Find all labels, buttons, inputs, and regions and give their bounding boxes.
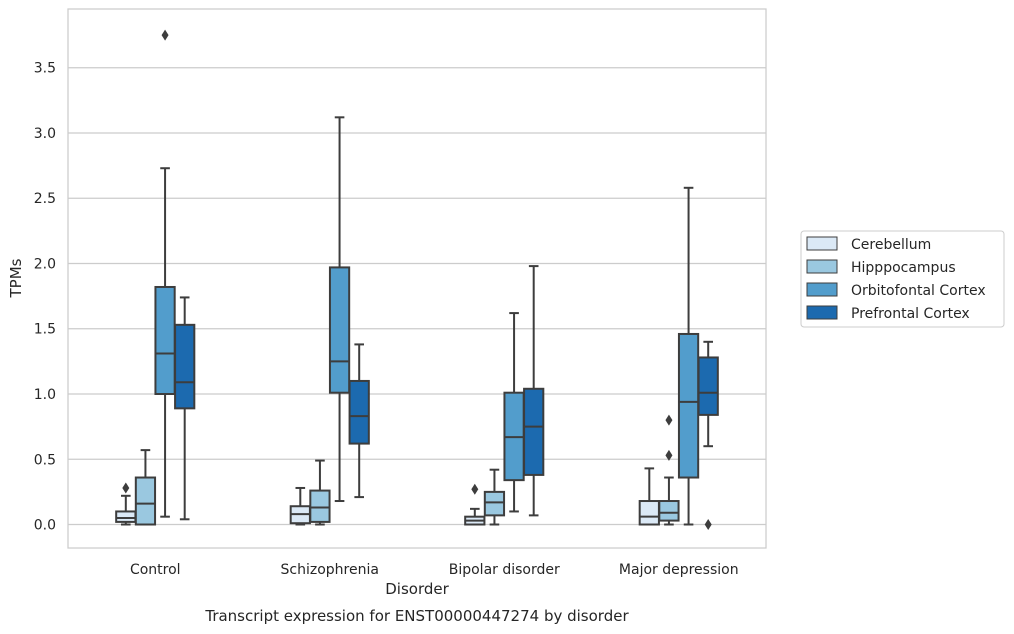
box-iqr	[309, 489, 331, 523]
y-tick-label: 3.0	[34, 126, 56, 142]
box-iqr	[677, 332, 700, 479]
legend-swatch	[806, 282, 838, 297]
box-iqr	[154, 285, 176, 396]
x-axis-title: Disorder	[385, 580, 449, 598]
box-plots	[115, 29, 719, 531]
x-tick-labels: Control Schizophrenia Bipolar disorder Majo…	[130, 562, 739, 578]
outlier-point	[471, 483, 479, 495]
outlier-point	[665, 414, 673, 426]
y-tick-label: 1.5	[34, 322, 56, 338]
legend-label: Orbitofontal Cortex	[851, 283, 986, 299]
chart-caption: Transcript expression for ENST0000044727…	[204, 607, 629, 625]
box-iqr	[483, 490, 506, 517]
box-2-0	[154, 29, 176, 518]
legend-swatch	[806, 236, 838, 251]
box-3-1	[348, 343, 370, 499]
box-3-2	[523, 265, 545, 517]
outlier-point	[122, 482, 130, 494]
box-iqr	[638, 500, 660, 526]
legend-label: Cerebellum	[851, 237, 931, 253]
box-iqr	[134, 476, 157, 526]
outlier-point	[161, 29, 169, 41]
box-iqr	[115, 510, 137, 523]
box-0-3	[638, 467, 660, 526]
y-tick-label: 2.0	[34, 256, 56, 272]
box-iqr	[174, 323, 196, 410]
legend-swatch	[806, 305, 838, 320]
y-tick-labels: 0.0 0.5 1.0 1.5 2.0 2.5 3.0 3.5	[34, 61, 56, 534]
y-tick-label: 2.5	[34, 191, 56, 207]
box-1-3	[658, 414, 680, 526]
legend-frame	[800, 230, 1005, 328]
plot-frame	[67, 8, 767, 549]
box-0-2	[464, 483, 486, 526]
y-axis-title: TPMs	[7, 258, 25, 298]
outlier-point	[704, 519, 712, 531]
y-tick-label: 0.5	[34, 452, 56, 468]
y-tick-label: 3.5	[34, 61, 56, 77]
legend-swatch	[806, 259, 838, 274]
box-iqr	[328, 266, 351, 394]
box-iqr	[523, 387, 545, 476]
x-tick-label: Schizophrenia	[281, 562, 379, 578]
box-iqr	[348, 379, 370, 445]
legend-label: Prefrontal Cortex	[851, 306, 970, 322]
legend-label: Hipppocampus	[851, 260, 956, 276]
box-iqr	[697, 356, 719, 416]
x-tick-label: Major depression	[619, 562, 739, 578]
box-3-0	[174, 296, 196, 521]
legend: Cerebellum Hipppocampus Orbitofontal Corte…	[800, 230, 1005, 328]
box-iqr	[658, 500, 680, 522]
y-tick-label: 0.0	[34, 518, 56, 534]
box-1-1	[309, 459, 331, 526]
x-tick-label: Control	[130, 562, 181, 578]
box-1-2	[483, 468, 506, 526]
box-1-0	[134, 449, 157, 526]
x-tick-label: Bipolar disorder	[449, 562, 560, 578]
outlier-point	[665, 449, 673, 461]
box-2-1	[328, 116, 351, 503]
plot-background	[68, 9, 766, 548]
box-3-3	[697, 340, 719, 531]
y-tick-label: 1.0	[34, 387, 56, 403]
